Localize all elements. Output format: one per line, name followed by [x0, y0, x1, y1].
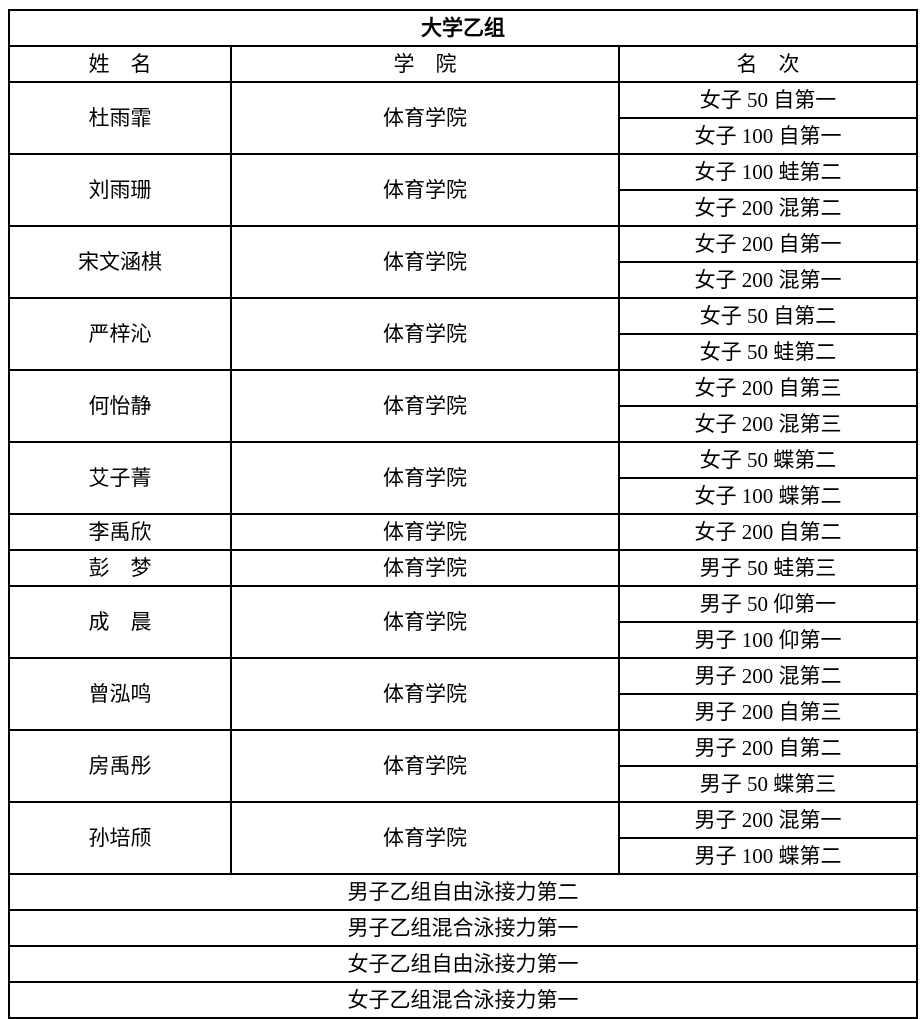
- result-cell: 男子 200 混第一: [617, 801, 919, 839]
- athlete-name-cell: 曾泓鸣: [8, 657, 232, 731]
- result-cell: 女子 100 自第一: [617, 117, 919, 155]
- table-row: 大学乙组: [7, 9, 919, 47]
- table-row: 严梓沁 体育学院 女子 50 自第二: [8, 297, 919, 371]
- results-table: 大学乙组 姓 名 学 院 名 次 杜雨霏 体育学院 女子 50 自第一 女子 1…: [7, 9, 919, 1019]
- college-cell: 体育学院: [230, 585, 620, 659]
- table-row: 女子 100 自第一: [9, 117, 919, 155]
- college-cell: 体育学院: [230, 153, 620, 227]
- college-cell: 体育学院: [230, 801, 620, 875]
- athlete-name-cell: 李禹欣: [8, 513, 232, 551]
- result-cell: 女子 100 蛙第二: [617, 153, 919, 191]
- result-cell: 男子 200 混第二: [617, 657, 919, 695]
- table-row: 女子 200 混第一: [9, 261, 919, 299]
- college-cell: 体育学院: [230, 225, 620, 299]
- college-cell: 体育学院: [230, 297, 620, 371]
- athlete-name-cell: 何怡静: [8, 369, 232, 443]
- table-row: 男子乙组混合泳接力第一: [7, 909, 919, 947]
- college-cell: 体育学院: [230, 369, 620, 443]
- athlete-name-cell: 刘雨珊: [8, 153, 232, 227]
- table-row: 女子 200 混第三: [9, 405, 919, 443]
- table-row: 彭 梦 体育学院 男子 50 蛙第三: [8, 549, 919, 587]
- college-cell: 体育学院: [230, 549, 620, 587]
- athlete-name-cell: 宋文涵棋: [8, 225, 232, 299]
- result-cell: 女子 50 自第一: [617, 81, 919, 119]
- table-row: 姓 名 学 院 名 次: [8, 45, 919, 83]
- table-row: 艾子菁 体育学院 女子 50 蝶第二: [8, 441, 919, 515]
- result-cell: 男子 50 蛙第三: [617, 549, 919, 587]
- table-row: 男子 200 自第三: [9, 693, 919, 731]
- result-cell: 女子 50 蛙第二: [617, 333, 919, 371]
- result-cell: 女子 200 混第三: [617, 405, 919, 443]
- table-row: 女子乙组自由泳接力第一: [7, 945, 919, 983]
- college-cell: 体育学院: [230, 657, 620, 731]
- relay-result-cell: 女子乙组混合泳接力第一: [7, 981, 919, 1019]
- athlete-name-cell: 房禹彤: [8, 729, 232, 803]
- document-page: 大学乙组 姓 名 学 院 名 次 杜雨霏 体育学院 女子 50 自第一 女子 1…: [7, 9, 919, 1019]
- table-row: 李禹欣 体育学院 女子 200 自第二: [8, 513, 919, 551]
- table-row: 男子 50 蝶第三: [9, 765, 919, 803]
- table-row: 男子 100 蝶第二: [9, 837, 919, 875]
- athlete-name-cell: 杜雨霏: [8, 81, 232, 155]
- athlete-name-cell: 成 晨: [8, 585, 232, 659]
- athlete-name-cell: 孙培颀: [8, 801, 232, 875]
- table-row: 成 晨 体育学院 男子 50 仰第一: [8, 585, 919, 659]
- table-row: 孙培颀 体育学院 男子 200 混第一: [8, 801, 919, 875]
- relay-result-cell: 男子乙组混合泳接力第一: [7, 909, 919, 947]
- result-cell: 女子 200 自第二: [617, 513, 919, 551]
- result-cell: 女子 200 自第一: [617, 225, 919, 263]
- athlete-name-cell: 严梓沁: [8, 297, 232, 371]
- result-cell: 女子 100 蝶第二: [617, 477, 919, 515]
- result-cell: 女子 50 蝶第二: [617, 441, 919, 479]
- table-row: 男子乙组自由泳接力第二: [7, 873, 919, 911]
- relay-result-cell: 男子乙组自由泳接力第二: [7, 873, 919, 911]
- table-row: 宋文涵棋 体育学院 女子 200 自第一: [8, 225, 919, 299]
- result-cell: 女子 200 混第二: [617, 189, 919, 227]
- athlete-name-cell: 彭 梦: [8, 549, 232, 587]
- table-row: 何怡静 体育学院 女子 200 自第三: [8, 369, 919, 443]
- result-cell: 男子 200 自第二: [617, 729, 919, 767]
- table-row: 房禹彤 体育学院 男子 200 自第二: [8, 729, 919, 803]
- college-cell: 体育学院: [230, 441, 620, 515]
- table-row: 男子 100 仰第一: [9, 621, 919, 659]
- table-row: 女子 200 混第二: [9, 189, 919, 227]
- college-cell: 体育学院: [230, 729, 620, 803]
- table-row: 曾泓鸣 体育学院 男子 200 混第二: [8, 657, 919, 731]
- result-cell: 男子 100 仰第一: [617, 621, 919, 659]
- result-cell: 男子 50 蝶第三: [617, 765, 919, 803]
- table-row: 女子 100 蝶第二: [9, 477, 919, 515]
- header-rank: 名 次: [617, 45, 919, 83]
- table-row: 杜雨霏 体育学院 女子 50 自第一: [8, 81, 919, 155]
- college-cell: 体育学院: [230, 513, 620, 551]
- header-name: 姓 名: [8, 45, 232, 83]
- athlete-name-cell: 艾子菁: [8, 441, 232, 515]
- table-row: 女子乙组混合泳接力第一: [7, 981, 919, 1019]
- result-cell: 男子 100 蝶第二: [617, 837, 919, 875]
- result-cell: 女子 200 自第三: [617, 369, 919, 407]
- table-row: 刘雨珊 体育学院 女子 100 蛙第二: [8, 153, 919, 227]
- table-row: 女子 50 蛙第二: [9, 333, 919, 371]
- header-college: 学 院: [230, 45, 620, 83]
- result-cell: 女子 200 混第一: [617, 261, 919, 299]
- result-cell: 男子 200 自第三: [617, 693, 919, 731]
- result-cell: 女子 50 自第二: [617, 297, 919, 335]
- relay-result-cell: 女子乙组自由泳接力第一: [7, 945, 919, 983]
- college-cell: 体育学院: [230, 81, 620, 155]
- result-cell: 男子 50 仰第一: [617, 585, 919, 623]
- table-title: 大学乙组: [7, 9, 919, 47]
